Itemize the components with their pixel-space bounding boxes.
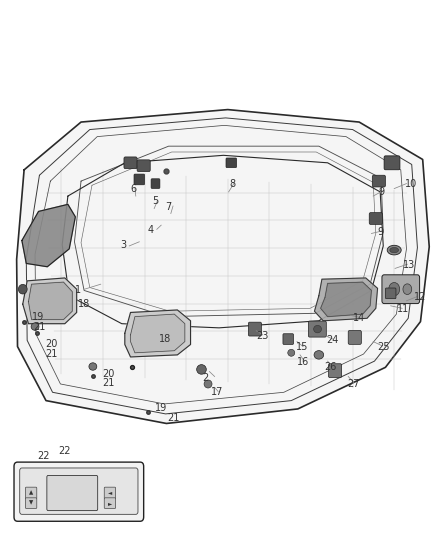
FancyBboxPatch shape: [25, 498, 37, 508]
Text: 21: 21: [33, 321, 46, 332]
FancyBboxPatch shape: [382, 275, 420, 304]
Text: 12: 12: [414, 293, 427, 303]
FancyBboxPatch shape: [124, 157, 137, 168]
Ellipse shape: [18, 285, 27, 294]
Text: ►: ►: [108, 500, 112, 506]
FancyBboxPatch shape: [151, 179, 160, 188]
FancyBboxPatch shape: [226, 158, 237, 167]
Text: ◄: ◄: [108, 490, 112, 496]
Text: 2: 2: [202, 373, 208, 383]
FancyBboxPatch shape: [385, 288, 396, 298]
FancyBboxPatch shape: [369, 213, 382, 224]
Text: 19: 19: [32, 312, 45, 322]
Text: 18: 18: [78, 299, 90, 309]
Text: 14: 14: [353, 313, 365, 324]
Ellipse shape: [314, 351, 324, 359]
Ellipse shape: [89, 363, 97, 370]
Text: 1: 1: [75, 286, 81, 295]
Text: 7: 7: [166, 203, 172, 212]
FancyBboxPatch shape: [328, 364, 342, 377]
Text: 21: 21: [167, 413, 179, 423]
FancyBboxPatch shape: [137, 160, 150, 172]
Polygon shape: [131, 314, 185, 353]
Text: 20: 20: [46, 340, 58, 350]
Ellipse shape: [403, 284, 412, 295]
Text: 24: 24: [326, 335, 338, 345]
FancyBboxPatch shape: [20, 468, 138, 514]
FancyBboxPatch shape: [283, 334, 293, 344]
Text: 9: 9: [378, 187, 384, 197]
Text: 21: 21: [102, 378, 115, 388]
FancyBboxPatch shape: [25, 487, 37, 499]
FancyBboxPatch shape: [47, 475, 98, 511]
FancyBboxPatch shape: [348, 330, 361, 344]
Ellipse shape: [31, 323, 39, 330]
FancyBboxPatch shape: [308, 321, 326, 337]
FancyBboxPatch shape: [248, 322, 261, 336]
FancyBboxPatch shape: [372, 175, 385, 187]
Ellipse shape: [288, 349, 295, 356]
Text: 15: 15: [296, 342, 308, 352]
Text: 8: 8: [229, 179, 235, 189]
Polygon shape: [321, 282, 371, 317]
Ellipse shape: [387, 245, 401, 255]
Text: 6: 6: [131, 183, 137, 193]
Text: 20: 20: [102, 369, 115, 378]
FancyBboxPatch shape: [104, 487, 116, 499]
FancyBboxPatch shape: [104, 498, 116, 508]
Text: 17: 17: [211, 387, 223, 397]
Text: 3: 3: [120, 240, 127, 249]
Text: 22: 22: [59, 446, 71, 456]
Text: 25: 25: [377, 342, 389, 352]
Text: 9: 9: [377, 227, 383, 237]
Ellipse shape: [389, 282, 399, 296]
Polygon shape: [17, 110, 429, 423]
Text: 27: 27: [348, 379, 360, 389]
Text: ▲: ▲: [29, 490, 33, 496]
Text: 21: 21: [46, 349, 58, 359]
Text: 19: 19: [155, 403, 167, 413]
Text: 23: 23: [257, 331, 269, 341]
Ellipse shape: [197, 365, 206, 374]
Text: 11: 11: [397, 304, 409, 314]
Text: 22: 22: [38, 451, 50, 461]
FancyBboxPatch shape: [14, 462, 144, 521]
FancyBboxPatch shape: [384, 156, 400, 169]
Ellipse shape: [204, 380, 212, 388]
Polygon shape: [22, 204, 75, 266]
Polygon shape: [23, 278, 77, 324]
Text: 16: 16: [297, 357, 310, 367]
Polygon shape: [28, 282, 72, 319]
Text: 18: 18: [159, 334, 172, 344]
Ellipse shape: [314, 325, 321, 333]
Text: 4: 4: [148, 225, 154, 235]
Text: 13: 13: [403, 261, 416, 270]
Text: 26: 26: [325, 362, 337, 373]
Text: ▼: ▼: [29, 500, 33, 506]
Text: 5: 5: [152, 196, 159, 206]
Text: 10: 10: [405, 180, 417, 189]
Polygon shape: [314, 278, 378, 321]
Polygon shape: [125, 310, 191, 357]
Ellipse shape: [390, 247, 399, 253]
FancyBboxPatch shape: [134, 174, 145, 185]
